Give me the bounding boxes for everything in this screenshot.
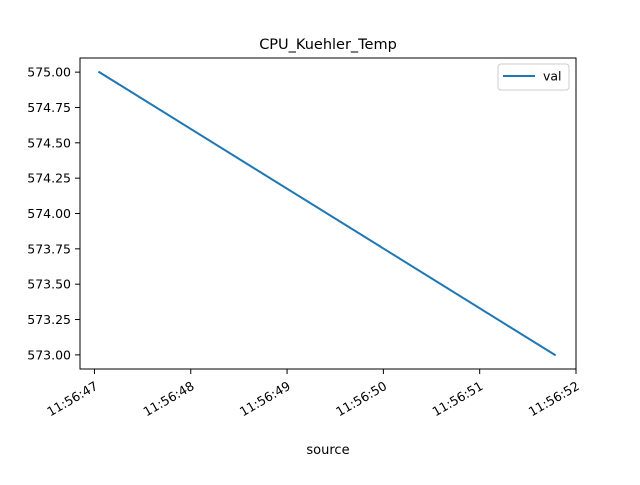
legend: val	[497, 63, 570, 91]
y-tick-label: 574.50	[27, 135, 71, 150]
x-axis-label: source	[306, 443, 349, 458]
y-axis: 573.00 573.25 573.50 573.75 574.00 574.25 574.…	[27, 65, 80, 362]
chart-title: CPU_Kuehler_Temp	[259, 37, 397, 53]
y-tick-label: 574.00	[27, 206, 71, 221]
y-tick-label: 575.00	[27, 65, 71, 80]
y-tick-label: 573.50	[27, 277, 71, 292]
y-tick-label: 573.25	[27, 312, 71, 327]
y-tick-label: 573.00	[27, 347, 71, 362]
y-tick-label: 574.75	[27, 100, 71, 115]
series-line-val	[97, 70, 557, 357]
plot-content	[97, 70, 557, 357]
y-tick-label: 573.75	[27, 241, 71, 256]
y-tick-label: 574.25	[27, 171, 71, 186]
legend-label: val	[543, 69, 562, 84]
